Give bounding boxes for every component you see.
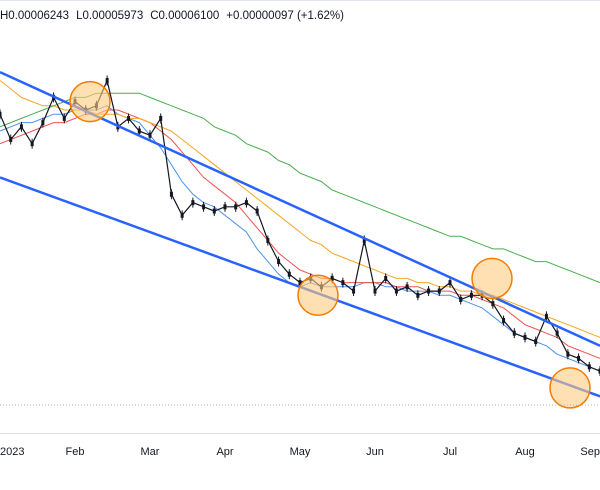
candle-body xyxy=(512,330,516,336)
candle-body xyxy=(62,115,66,121)
candle-body xyxy=(223,204,227,210)
candle-body xyxy=(19,124,23,130)
candle-body xyxy=(502,318,506,324)
candle-body xyxy=(469,292,473,298)
candle-body xyxy=(416,292,420,298)
candle-body xyxy=(0,111,2,117)
time-axis-label: Mar xyxy=(141,446,160,458)
ohlc-close: C0.00006100 xyxy=(150,10,220,22)
candle-body xyxy=(341,280,345,286)
candle-body xyxy=(298,280,302,286)
candle-body xyxy=(491,301,495,307)
time-axis-label: Sep xyxy=(580,446,600,458)
candle-body xyxy=(352,288,356,294)
time-axis-label: Jul xyxy=(443,446,457,458)
time-axis-label: Apr xyxy=(216,446,233,458)
candle-body xyxy=(148,132,152,138)
candle-body xyxy=(330,275,334,281)
time-axis[interactable]: 2023 Feb Mar Apr May Jun Jul Aug Sep xyxy=(0,446,600,458)
candle-body xyxy=(405,284,409,290)
time-axis-label: Jun xyxy=(366,446,384,458)
top-border xyxy=(0,0,600,1)
price-line xyxy=(0,78,600,372)
candle-body xyxy=(266,238,270,244)
candle-body xyxy=(202,204,206,210)
candle-body xyxy=(169,191,173,197)
candle-body xyxy=(448,280,452,286)
ohlc-change: +0.00000097 (+1.62%) xyxy=(226,10,344,22)
candle-body xyxy=(234,204,238,210)
candle-body xyxy=(191,200,195,206)
ma-red-line xyxy=(0,109,600,359)
candle-body xyxy=(459,296,463,302)
candle-body xyxy=(255,208,259,214)
candle-body xyxy=(577,355,581,361)
candle-body xyxy=(566,351,570,357)
highlight-circles xyxy=(69,80,591,409)
candle-body xyxy=(587,364,591,370)
highlight-circle xyxy=(471,257,513,300)
candle-body xyxy=(384,275,388,281)
candle-body xyxy=(287,271,291,277)
time-axis-label: Feb xyxy=(66,446,85,458)
highlight-circle xyxy=(69,80,111,123)
candle-body xyxy=(437,288,441,294)
candle-body xyxy=(180,212,184,218)
candle-body xyxy=(127,115,131,121)
candle-body xyxy=(41,120,45,126)
candle-body xyxy=(534,339,538,345)
candle-body xyxy=(544,313,548,319)
candle-body xyxy=(598,368,600,374)
candle-body xyxy=(159,115,163,121)
candle-body xyxy=(523,334,527,340)
candle-body xyxy=(30,141,34,147)
candle-body xyxy=(212,208,216,214)
highlight-circle xyxy=(549,367,591,409)
candle-body xyxy=(137,128,141,134)
candle-body xyxy=(9,136,13,142)
candle-body xyxy=(105,78,109,84)
ohlc-low: L0.00005973 xyxy=(76,10,144,22)
ohlc-high: H0.00006243 xyxy=(0,10,70,22)
candle-body xyxy=(394,288,398,294)
candle-body xyxy=(277,259,281,265)
time-axis-label: 2023 xyxy=(0,446,24,458)
candle-body xyxy=(362,238,366,244)
ohlc-legend: H0.00006243 L0.00005973 C0.00006100 +0.0… xyxy=(0,7,344,25)
time-axis-label: May xyxy=(290,446,311,458)
time-axis-label: Aug xyxy=(515,446,535,458)
candle-body xyxy=(427,288,431,294)
candle-body xyxy=(244,200,248,206)
candle-body xyxy=(555,330,559,336)
ma-blue-line xyxy=(0,105,600,372)
highlight-circle xyxy=(297,274,339,317)
candle-body xyxy=(373,288,377,294)
time-axis-border xyxy=(0,433,600,434)
